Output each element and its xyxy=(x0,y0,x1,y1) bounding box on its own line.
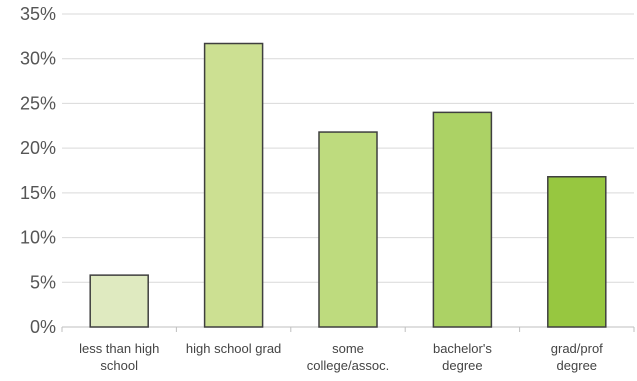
x-category-label: less than high school xyxy=(79,341,159,373)
x-category-label: some college/assoc. xyxy=(307,341,389,373)
bar xyxy=(203,42,264,328)
bar xyxy=(547,176,607,328)
x-category-label-line: bachelor's xyxy=(433,341,492,356)
x-category-label-line: high school grad xyxy=(186,341,281,356)
x-category-label-line: degree xyxy=(442,358,482,373)
x-category-label-line: less than high xyxy=(79,341,159,356)
x-category-label: grad/prof degree xyxy=(551,341,603,373)
bar xyxy=(89,274,149,328)
y-tick-label: 5% xyxy=(30,272,56,292)
x-category-label-line: some xyxy=(332,341,364,356)
x-category-label-line: school xyxy=(100,358,138,373)
y-tick-label: 25% xyxy=(20,93,56,113)
bar xyxy=(318,131,378,328)
y-tick-label: 35% xyxy=(20,4,56,24)
x-axis: less than high school high school grad some… xyxy=(61,327,635,373)
bar-layer xyxy=(89,42,607,328)
y-tick-label: 0% xyxy=(30,317,56,337)
y-tick-label: 20% xyxy=(20,138,56,158)
x-category-label-line: degree xyxy=(557,358,597,373)
y-axis: 0% 5% 10% 15% 20% 25% 30% 35% xyxy=(20,4,56,337)
y-tick-label: 10% xyxy=(20,228,56,248)
y-tick-label: 15% xyxy=(20,183,56,203)
y-tick-label: 30% xyxy=(20,49,56,69)
x-category-label-line: grad/prof xyxy=(551,341,603,356)
x-category-label: bachelor's degree xyxy=(433,341,492,373)
bar xyxy=(432,111,493,328)
x-category-label-line: college/assoc. xyxy=(307,358,389,373)
x-category-label: high school grad xyxy=(186,341,281,356)
